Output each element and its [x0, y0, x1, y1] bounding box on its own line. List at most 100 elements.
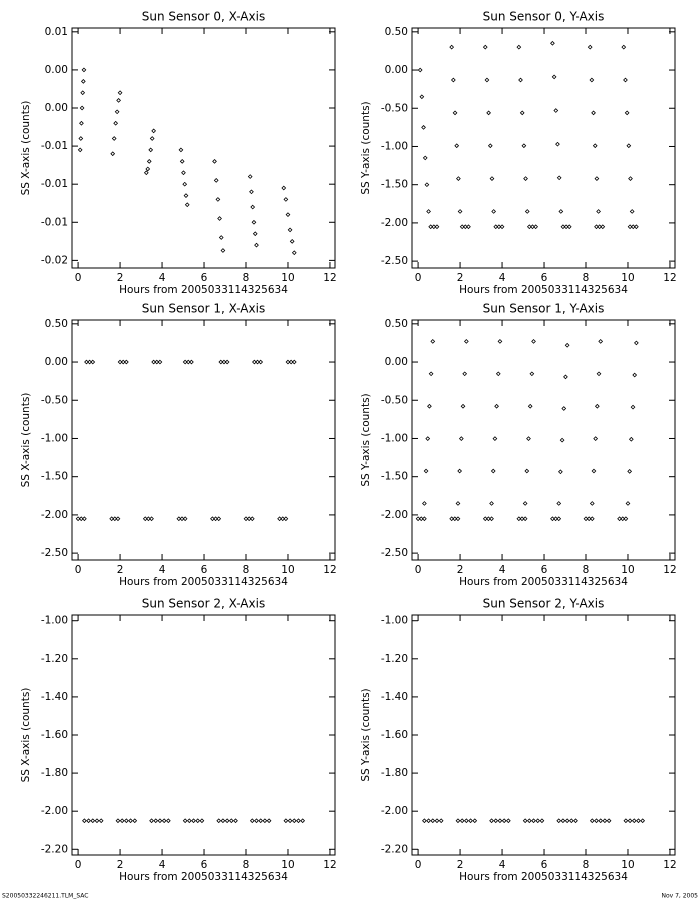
point: [623, 818, 629, 824]
point: [452, 110, 458, 116]
point: [191, 818, 196, 824]
point: [568, 818, 574, 824]
x-tick-label: 10: [621, 859, 634, 871]
x-tick-label: 0: [75, 859, 82, 871]
point: [449, 44, 455, 50]
point: [218, 235, 224, 240]
point: [450, 77, 456, 83]
point: [556, 516, 562, 522]
point: [455, 818, 461, 824]
point: [151, 128, 157, 134]
point: [80, 78, 86, 84]
y-tick-label: -1.50: [41, 471, 68, 483]
point: [151, 359, 157, 365]
x-tick-label: 12: [663, 564, 676, 576]
point: [300, 818, 306, 824]
y-tick-label: -0.01: [41, 140, 68, 152]
point: [592, 143, 598, 149]
point: [593, 436, 599, 441]
point: [254, 818, 259, 824]
point: [589, 516, 595, 522]
point: [252, 231, 258, 237]
x-tick-label: 0: [415, 272, 422, 284]
point: [79, 120, 84, 126]
point: [482, 44, 488, 50]
y-axis-label: SS X-axis (counts): [20, 101, 32, 196]
x-tick-label: 8: [243, 859, 250, 871]
point: [182, 359, 188, 365]
point: [535, 818, 541, 824]
x-axis-label: Hours from 2005033114325634: [459, 576, 628, 588]
point: [157, 359, 163, 365]
point: [602, 818, 608, 824]
plot-frame: [71, 27, 336, 269]
point: [217, 216, 222, 221]
point: [564, 342, 570, 348]
point: [482, 516, 488, 522]
y-tick-label: -1.40: [41, 691, 68, 703]
point: [524, 209, 530, 214]
point: [523, 176, 528, 181]
x-tick-label: 8: [243, 564, 250, 576]
point: [417, 67, 423, 73]
point: [563, 224, 569, 230]
x-tick-label: 6: [201, 859, 208, 871]
point: [600, 224, 606, 230]
point: [560, 224, 566, 230]
y-tick-label: -2.20: [41, 843, 68, 855]
x-tick-label: 10: [281, 272, 294, 284]
x-tick-label: 2: [457, 564, 464, 576]
panel: Sun Sensor 2, X-Axis Hours from 200503311…: [20, 597, 337, 884]
point: [550, 40, 555, 46]
y-tick-label: -1.60: [41, 729, 68, 741]
x-tick-label: 2: [457, 859, 464, 871]
point: [233, 818, 238, 824]
y-tick-label: 0.50: [45, 318, 68, 330]
point: [77, 147, 83, 153]
plot-frame: [71, 319, 336, 561]
y-tick-label: -2.00: [381, 217, 408, 229]
point: [497, 339, 503, 344]
y-tick-label: -1.20: [41, 653, 68, 665]
point: [553, 108, 559, 113]
chart-title: Sun Sensor 0, Y-Axis: [483, 10, 605, 24]
point: [80, 90, 86, 96]
point: [518, 77, 523, 83]
point: [283, 818, 289, 824]
point: [558, 469, 563, 475]
point: [484, 77, 490, 83]
point: [418, 516, 424, 522]
point: [596, 209, 601, 214]
point: [530, 224, 535, 230]
x-tick-label: 8: [583, 564, 590, 576]
point: [90, 359, 96, 365]
y-tick-label: -1.80: [41, 767, 68, 779]
point: [422, 155, 428, 161]
point: [258, 818, 264, 824]
x-tick-label: 8: [243, 272, 250, 284]
point: [98, 818, 104, 824]
point: [457, 468, 463, 474]
x-axis-label: Hours from 2005033114325634: [459, 284, 628, 296]
point: [550, 516, 555, 522]
y-tick-label: -2.00: [41, 805, 68, 817]
point: [179, 158, 185, 164]
y-tick-label: 0.01: [45, 26, 68, 38]
point: [501, 818, 507, 824]
point: [280, 516, 286, 522]
point: [291, 250, 297, 256]
point: [629, 209, 635, 214]
point: [617, 516, 622, 522]
x-tick-label: 10: [621, 272, 634, 284]
point: [179, 516, 185, 522]
point: [199, 818, 205, 824]
point: [459, 818, 465, 824]
point: [161, 818, 167, 824]
point: [427, 403, 432, 409]
point: [288, 359, 294, 365]
point: [291, 818, 297, 824]
point: [430, 818, 436, 824]
point: [586, 516, 592, 522]
point: [176, 516, 182, 522]
x-tick-label: 4: [499, 859, 506, 871]
